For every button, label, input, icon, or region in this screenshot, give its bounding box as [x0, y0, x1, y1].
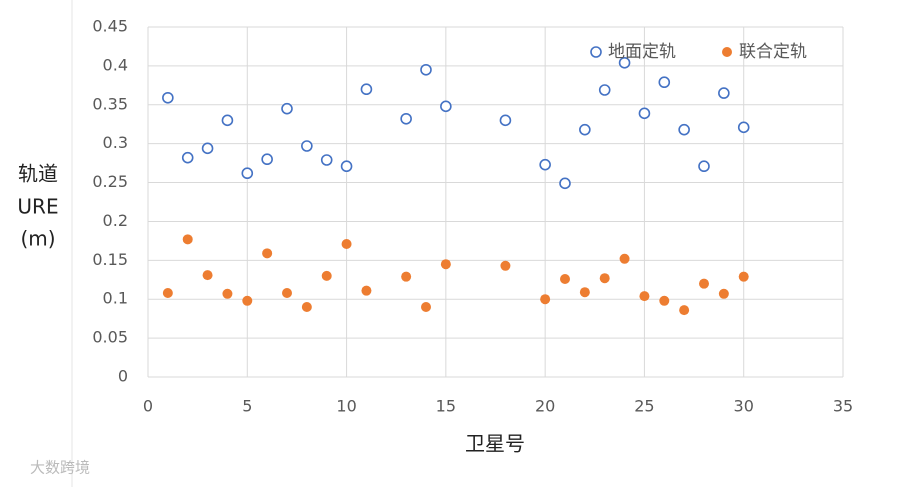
x-tick-label: 10: [336, 397, 356, 416]
scatter-point: [718, 87, 730, 99]
y-tick-label: 0: [118, 367, 128, 386]
scatter-point: [341, 239, 352, 249]
scatter-point: [301, 302, 312, 312]
scatter-point: [340, 160, 353, 173]
scatter-point: [262, 248, 273, 259]
scatter-point: [440, 259, 451, 270]
scatter-point: [301, 140, 313, 152]
y-tick-label: 0.15: [92, 250, 128, 269]
scatter-point: [718, 288, 729, 299]
watermark: 大数跨境: [30, 459, 90, 477]
scatter-point: [599, 273, 610, 284]
x-tick-label: 25: [634, 397, 654, 416]
scatter-point: [678, 123, 690, 136]
y-tick-label: 0.2: [103, 211, 128, 230]
scatter-point: [559, 177, 571, 190]
scatter-point: [321, 270, 332, 281]
x-tick-label: 5: [242, 397, 252, 416]
scatter-point: [361, 285, 372, 296]
scatter-point: [659, 295, 670, 306]
scatter-point: [539, 158, 551, 171]
legend-label: 联合定轨: [739, 42, 807, 62]
scatter-point: [618, 56, 631, 69]
y-tick-label: 0.4: [103, 55, 128, 74]
scatter-point: [619, 253, 630, 264]
x-tick-label: 30: [734, 397, 754, 416]
scatter-point: [579, 287, 590, 298]
scatter-point: [500, 260, 511, 271]
scatter-point: [499, 114, 512, 127]
scatter-point: [162, 91, 174, 104]
scatter-point: [540, 294, 551, 305]
scatter-point: [281, 102, 293, 115]
scatter-point: [638, 107, 651, 120]
y-tick-label: 0.45: [92, 17, 128, 36]
scatter-point: [201, 142, 214, 155]
scatter-point: [241, 167, 254, 180]
scatter-point: [360, 83, 373, 96]
scatter-point: [320, 154, 333, 166]
scatter-point: [579, 123, 591, 136]
y-tick-label: 0.3: [103, 133, 128, 152]
y-tick-label: 0.35: [92, 94, 128, 113]
x-tick-label: 15: [436, 397, 456, 416]
scatter-point: [598, 84, 611, 96]
scatter-point: [221, 114, 234, 127]
legend-marker: [722, 47, 732, 57]
legend-label: 地面定轨: [608, 42, 676, 62]
scatter-point: [639, 291, 650, 302]
legend-marker: [590, 46, 602, 58]
scatter-point: [698, 160, 710, 173]
scatter-point: [222, 288, 233, 299]
scatter-point: [440, 100, 452, 113]
scatter-point: [181, 151, 194, 164]
y-axis-title: (m): [20, 227, 55, 251]
x-tick-label: 0: [143, 397, 153, 416]
scatter-point: [162, 288, 173, 298]
scatter-point: [679, 305, 690, 316]
scatter-point: [699, 278, 709, 289]
scatter-point: [737, 121, 750, 134]
scatter-point: [658, 76, 671, 89]
y-tick-label: 0.05: [92, 328, 128, 347]
scatter-point: [261, 153, 273, 166]
scatter-point: [400, 112, 412, 125]
scatter-point: [738, 271, 749, 282]
x-axis-title: 卫星号: [465, 432, 525, 456]
scatter-point: [282, 288, 292, 298]
scatter-point: [401, 271, 412, 282]
y-tick-label: 0.25: [92, 172, 128, 191]
x-tick-label: 20: [535, 397, 555, 416]
y-tick-label: 0.1: [103, 289, 128, 308]
scatter-point: [242, 295, 253, 306]
x-tick-label: 35: [833, 397, 853, 416]
y-axis-title: URE: [17, 195, 58, 219]
y-axis-title: 轨道: [18, 162, 58, 186]
scatter-point: [421, 302, 431, 312]
scatter-point: [182, 234, 193, 245]
scatter-point: [420, 63, 432, 76]
scatter-point: [202, 270, 213, 281]
scatter-point: [560, 274, 570, 284]
